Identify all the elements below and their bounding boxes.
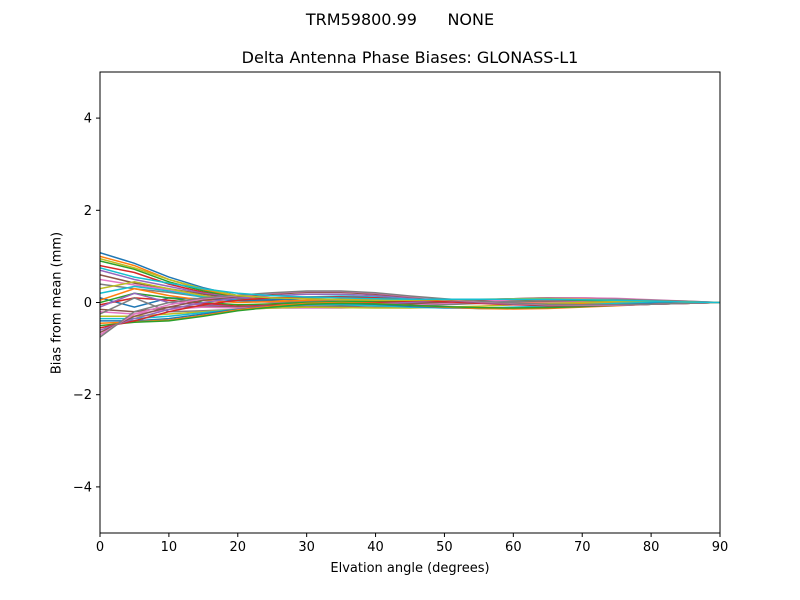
x-tick-label: 70 [574, 540, 591, 555]
chart-title: Delta Antenna Phase Biases: GLONASS-L1 [241, 48, 579, 67]
x-tick-label: 10 [161, 540, 178, 555]
x-axis-label: Elvation angle (degrees) [330, 561, 490, 576]
x-tick-label: 40 [367, 540, 384, 555]
x-tick-label: 60 [505, 540, 522, 555]
x-tick-label: 80 [643, 540, 660, 555]
series-line-20 [100, 301, 720, 320]
y-tick-label: −4 [73, 480, 92, 495]
y-axis-label: Bias from mean (mm) [49, 231, 65, 375]
x-tick-label: 30 [298, 540, 315, 555]
y-tick-label: 2 [84, 204, 92, 219]
x-tick-label: 90 [712, 540, 729, 555]
y-tick-label: −2 [73, 388, 92, 403]
series-layer [100, 251, 720, 338]
series-line-28 [100, 290, 720, 338]
series-line-19 [100, 300, 720, 318]
x-tick-label: 50 [436, 540, 453, 555]
x-axis-ticks: 0 10 20 30 40 50 60 70 80 90 [96, 533, 728, 555]
x-tick-label: 20 [230, 540, 247, 555]
y-axis-ticks: −4 −2 0 2 4 [73, 112, 100, 495]
figure-suptitle: TRM59800.99 NONE [305, 10, 495, 29]
series-line-30 [100, 267, 720, 304]
y-tick-label: 0 [84, 296, 92, 311]
x-tick-label: 0 [96, 540, 104, 555]
y-tick-label: 4 [84, 112, 92, 127]
